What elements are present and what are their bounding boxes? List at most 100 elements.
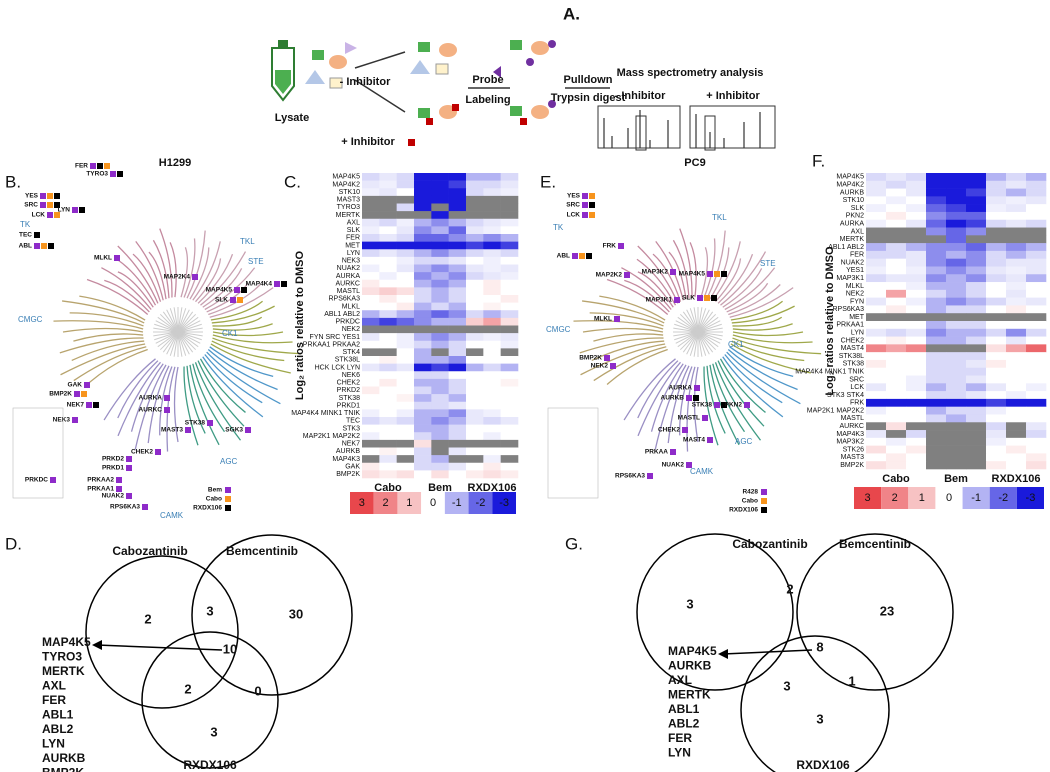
hit-marker — [618, 243, 624, 249]
tree-branch — [693, 366, 699, 443]
heatmap-cell — [431, 470, 449, 479]
panel-label: B. — [5, 172, 21, 191]
tree-branch — [582, 327, 664, 333]
heatmap-cell — [414, 234, 432, 242]
tree-branch — [712, 241, 741, 301]
heatmap-cell — [986, 344, 1007, 353]
heatmap-cell — [396, 173, 415, 181]
heatmap-cell — [966, 188, 987, 197]
row-label: MLKL — [846, 283, 864, 290]
heatmap-cell — [926, 367, 947, 376]
heatmap-cell — [886, 204, 907, 213]
heatmap-cell — [946, 305, 967, 314]
kinase-label: LYN — [58, 207, 71, 214]
heatmap-cell — [414, 424, 432, 433]
row-label: MERTK — [840, 236, 865, 243]
venn-circle — [740, 635, 890, 772]
kinase-label: SRC — [24, 202, 38, 209]
workflow-text: - Inhibitor — [340, 76, 391, 88]
tree-branch — [186, 230, 206, 299]
set-label: Bemcentinib — [226, 544, 298, 558]
heatmap-cell — [431, 195, 449, 204]
tree-branch — [675, 331, 699, 344]
tree-branch — [730, 300, 783, 321]
tree-branch — [582, 300, 665, 324]
tree-branch — [724, 354, 783, 404]
row-label: MET — [849, 314, 865, 321]
tree-branch — [154, 331, 179, 341]
heatmap-cell — [396, 340, 415, 349]
heatmap-cell — [906, 352, 927, 361]
heatmap-cell — [866, 352, 887, 361]
kinase-label: PRKAA1 — [87, 486, 114, 493]
heatmap-cell — [1006, 266, 1027, 275]
hit-marker — [207, 420, 213, 426]
tree-branch — [621, 267, 672, 310]
kinase-label: MLKL — [594, 316, 612, 323]
tree-branch — [573, 320, 664, 330]
heatmap-cell — [431, 424, 449, 433]
row-label: PRKD1 — [337, 402, 360, 409]
hit-marker — [41, 243, 47, 249]
heatmap-cell — [946, 352, 967, 361]
heatmap-cell — [906, 367, 927, 376]
heatmap-cell — [414, 455, 432, 464]
heatmap-cell — [946, 243, 967, 252]
kinase-label: MAP4K5 — [679, 271, 706, 278]
venn-circle — [191, 534, 353, 696]
heatmap-cell — [966, 180, 987, 189]
heatmap-cell — [466, 409, 484, 418]
heatmap-cell — [483, 203, 501, 212]
heatmap-cell — [986, 367, 1007, 376]
tree-branch — [159, 228, 173, 298]
heatmap-cell — [906, 227, 927, 236]
heatmap-cell — [414, 173, 432, 181]
heatmap-cell — [362, 462, 380, 471]
heatmap-cell — [466, 287, 484, 296]
tree-branch — [673, 327, 699, 333]
heatmap-cell — [866, 367, 887, 376]
heatmap-cell — [946, 453, 967, 462]
tree-branch — [177, 307, 183, 333]
heatmap-cell — [946, 282, 967, 291]
heatmap-cell — [906, 289, 927, 298]
row-label: TEC — [346, 418, 360, 425]
hit-marker — [116, 486, 122, 492]
tree-branch — [117, 245, 159, 304]
heatmap-cell — [396, 447, 415, 456]
heatmap-cell — [966, 282, 987, 291]
workflow-text: Mass spectrometry analysis — [617, 67, 764, 79]
heatmap-cell — [1006, 219, 1027, 228]
hit-marker — [110, 171, 116, 177]
heatmap-cell — [866, 313, 887, 322]
tree-branch — [155, 331, 179, 344]
heatmap-cell — [396, 386, 415, 395]
heatmap-cell — [483, 279, 501, 288]
heatmap-cell — [431, 241, 449, 250]
hit-marker — [237, 297, 243, 303]
heatmap-cell — [500, 203, 519, 212]
heatmap-cell — [1006, 352, 1027, 361]
tree-branch — [682, 311, 699, 333]
group-label: STE — [760, 259, 776, 268]
heatmap-cell — [396, 279, 415, 288]
heatmap-cell — [866, 453, 887, 462]
hit-marker — [274, 281, 280, 287]
heatmap-cell — [414, 302, 432, 311]
arrow-line — [722, 649, 813, 655]
heatmap-cell — [866, 398, 887, 407]
heatmap-cell — [500, 256, 519, 265]
heatmap-cell — [1006, 344, 1027, 353]
heatmap-cell — [966, 211, 987, 221]
heatmap-cell — [448, 409, 467, 418]
tree-branch — [703, 366, 719, 446]
heatmap-cell — [500, 317, 519, 326]
heatmap-cell — [966, 367, 987, 376]
heatmap-cell — [946, 430, 967, 439]
heatmap-cell — [362, 417, 380, 425]
heatmap-cell — [886, 453, 907, 462]
heatmap-cell — [866, 336, 887, 345]
heatmap-cell — [396, 417, 415, 425]
heatmap-cell — [1006, 243, 1027, 252]
heatmap-cell — [431, 462, 449, 471]
